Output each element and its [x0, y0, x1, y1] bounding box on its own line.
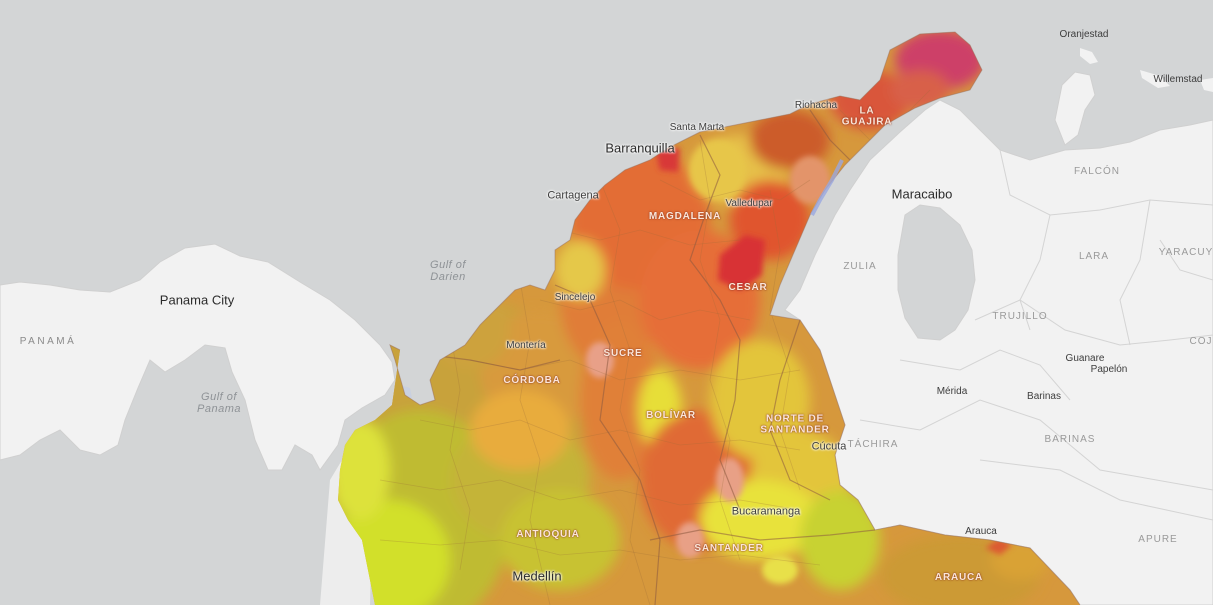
city-label-cartagena[interactable]: Cartagena: [547, 189, 599, 202]
city-label-monteria[interactable]: Montería: [506, 340, 546, 351]
dept-label-arauca: ARAUCA: [934, 571, 984, 583]
dept-label-la-guajira: LA GUAJIRA: [841, 105, 893, 127]
region-label-falcon: FALCÓN: [1073, 166, 1121, 177]
region-label-apure: APURE: [1138, 534, 1178, 545]
dept-label-antioquia: ANTIOQUIA: [516, 528, 580, 540]
city-label-oranjestad[interactable]: Oranjestad: [1059, 29, 1109, 40]
dept-label-santander: SANTANDER: [694, 542, 764, 554]
region-label-cojedes: COJ: [1189, 336, 1213, 347]
region-label-lara: LARA: [1078, 251, 1110, 262]
city-label-panama-city[interactable]: Panama City: [159, 292, 235, 308]
island-aruba: [1080, 48, 1098, 64]
city-label-papelon[interactable]: Papelón: [1090, 364, 1128, 375]
country-label-panama: PANAMÁ: [19, 336, 77, 347]
city-label-guanare[interactable]: Guanare: [1065, 353, 1105, 364]
city-label-cucuta[interactable]: Cúcuta: [811, 440, 847, 453]
city-label-santa-marta[interactable]: Santa Marta: [669, 122, 725, 133]
city-label-sincelejo[interactable]: Sincelejo: [554, 292, 596, 303]
lake-maracaibo: [897, 204, 976, 341]
water-label-gulf-of-darien: Gulf of Darien: [430, 258, 466, 283]
region-label-barinas: BARINAS: [1044, 434, 1096, 445]
island-curacao: [1140, 70, 1170, 88]
dept-label-cesar: CESAR: [728, 281, 768, 293]
region-label-trujillo: TRUJILLO: [992, 311, 1048, 322]
dept-label-norte-de-santander: NORTE DE SANTANDER: [760, 413, 830, 435]
dept-label-magdalena: MAGDALENA: [648, 210, 722, 222]
city-label-bucaramanga[interactable]: Bucaramanga: [731, 505, 801, 518]
city-label-riohacha[interactable]: Riohacha: [794, 100, 838, 111]
region-label-zulia: ZULIA: [843, 261, 877, 272]
water-label-gulf-of-panama: Gulf of Panama: [197, 390, 241, 415]
city-label-merida[interactable]: Mérida: [936, 386, 968, 397]
city-label-arauca[interactable]: Arauca: [965, 526, 997, 537]
city-label-barinas[interactable]: Barinas: [1027, 391, 1061, 402]
dept-label-cordoba: CÓRDOBA: [503, 374, 561, 386]
land-panama: [0, 243, 396, 471]
dept-label-bolivar: BOLÍVAR: [646, 409, 696, 421]
city-label-barranquilla[interactable]: Barranquilla: [605, 140, 675, 156]
region-label-tachira: TÁCHIRA: [847, 439, 899, 450]
city-label-medellin[interactable]: Medellín: [512, 568, 562, 584]
region-label-yaracuy: YARACUY: [1158, 247, 1213, 258]
city-label-maracaibo[interactable]: Maracaibo: [891, 186, 953, 202]
dept-label-sucre: SUCRE: [603, 347, 643, 359]
city-label-valledupar[interactable]: Valledupar: [725, 198, 773, 209]
city-label-willemstad[interactable]: Willemstad: [1153, 74, 1203, 85]
